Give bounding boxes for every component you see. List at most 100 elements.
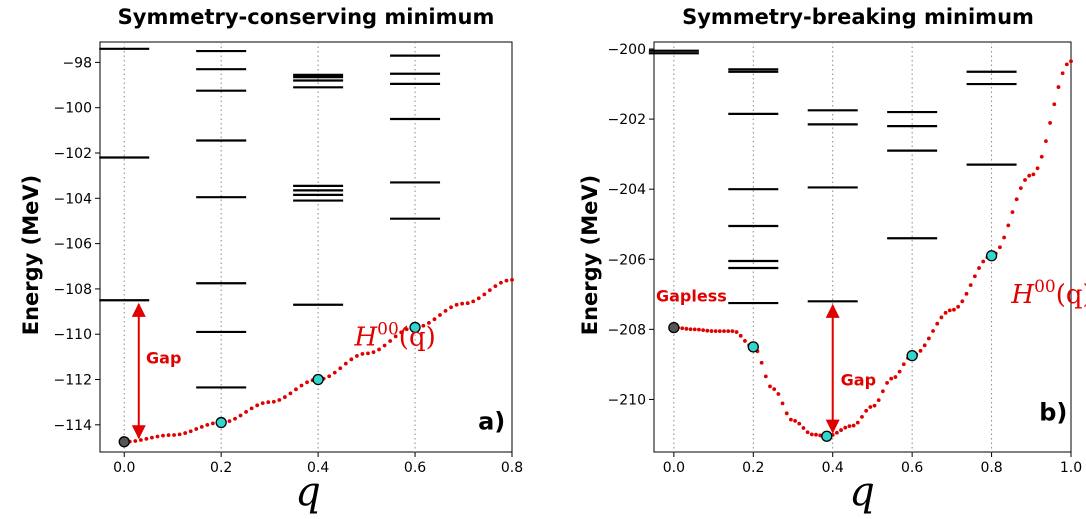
panel-b-curve-point: [855, 420, 860, 425]
panel-a-xtick-label: 0.2: [210, 460, 232, 476]
panel-a-curve-point: [454, 302, 459, 307]
panel-b-curve-point: [864, 408, 869, 413]
panel-b-hamiltonian-sup: 00: [1034, 277, 1056, 297]
panel-b-curve-point: [1035, 166, 1040, 171]
panel-b-ytick-label: −200: [608, 42, 646, 58]
panel-a-curve-point: [183, 431, 188, 435]
panel-a-curve-point: [371, 350, 376, 355]
panel-b-hamiltonian-base: H: [1010, 280, 1035, 310]
panel-b-curve-point: [680, 326, 685, 331]
panel-b-curve-point: [717, 329, 722, 334]
panel-b-ytick-label: −210: [608, 392, 646, 408]
panel-a-curve-point: [399, 330, 404, 335]
panel-b-curve-point: [697, 327, 701, 332]
panel-b-curve-point: [972, 274, 977, 279]
panel-b-curve-point: [1039, 154, 1044, 159]
panel-b-curve-point: [1060, 71, 1065, 76]
panel-b-curve-point: [860, 414, 864, 419]
panel-a-ytick-label: −112: [54, 373, 92, 389]
panel-a-curve-point: [338, 366, 343, 371]
panel-a-curve-point: [294, 387, 298, 392]
panel-a-curve-point: [244, 410, 249, 414]
panel-a-highlight-point: [312, 373, 324, 386]
panel-a-curve-point: [354, 354, 359, 358]
panel-b-curve-point: [688, 327, 693, 332]
panel-b-curve-point: [1006, 223, 1011, 228]
panel-a-highlight-point: [118, 436, 130, 448]
panel-a-title: Symmetry-conserving minimum: [118, 5, 495, 29]
panel-b-axes-frame: [653, 41, 1072, 453]
panel-b-curve-point: [998, 245, 1002, 250]
panel-a-curve-point: [288, 391, 293, 396]
panel-a-curve-point: [233, 416, 237, 421]
panel-b-curve-point: [1069, 59, 1073, 64]
panel-a-curve-point: [393, 334, 398, 339]
panel-b-curve-point: [1014, 197, 1019, 202]
panel-a-ytick-label: −114: [54, 418, 93, 434]
panel-a-curve-point: [177, 432, 182, 437]
panel-b-curve-point: [851, 423, 856, 428]
panel-b-curve-point: [893, 375, 898, 379]
panel-a-xtick-label: 0.8: [501, 460, 523, 476]
panel-a-ytick-label: −102: [54, 146, 92, 162]
panel-b-curve-point: [834, 430, 839, 435]
panel-a-ylabel: Energy (MeV): [19, 175, 43, 336]
panel-b-gapless-label: Gapless: [656, 286, 727, 305]
panel-b-curve-point: [968, 283, 973, 288]
panel-b-curve-point: [705, 328, 710, 333]
panel-b-curve-point: [1027, 173, 1032, 178]
panel-b-curve-point: [922, 343, 927, 348]
panel-a-ytick-label: −106: [54, 237, 93, 253]
panel-b-curve-point: [926, 336, 931, 341]
panel-a-xlabel: q: [295, 469, 321, 515]
panel-b-xtick-label: 0.2: [742, 460, 764, 476]
panel-b-curve-point: [939, 315, 944, 320]
panel-a-curve-point: [266, 400, 271, 405]
panel-b-curve-point: [772, 387, 777, 392]
panel-a-highlight-point: [215, 416, 227, 429]
panel-b-curve-point: [977, 266, 981, 270]
panel-a-gap-label: Gap: [146, 349, 181, 368]
panel-b-curve-point: [776, 392, 781, 396]
panel-a-axes-frame: [99, 41, 513, 453]
panel-a-curve-point: [482, 292, 487, 297]
panel-b-highlight-point: [747, 341, 759, 353]
panel-a-curve-point: [161, 433, 165, 438]
panel-b-curve-point: [880, 389, 885, 394]
panel-a-curve-point: [210, 421, 215, 426]
panel-a-curve-point: [299, 383, 304, 388]
panel-b-curve-point: [1002, 235, 1007, 240]
panel-a-highlight-point: [409, 321, 421, 334]
panel-b-curve-point: [809, 432, 814, 437]
panel-b-curve-point: [793, 418, 797, 423]
panel-b-curve-point: [947, 308, 952, 313]
panel-b-curve-point: [726, 329, 731, 334]
panel-a-curve-point: [438, 313, 442, 317]
panel-b-xtick-label: 0.0: [663, 460, 685, 476]
panel-b-curve-point: [981, 259, 986, 264]
panel-b-curve-point: [814, 432, 818, 437]
panel-b-curve-point: [692, 327, 697, 332]
panel-a-curve-point: [360, 352, 365, 356]
panel-a-curve-point: [343, 361, 348, 366]
panel-b-curve-point: [743, 339, 747, 343]
panel-a-curve-point: [460, 301, 465, 306]
panel-b-curve-point: [730, 329, 735, 334]
panel-b-curve-point: [935, 321, 940, 326]
panel-b-curve-point: [876, 398, 881, 402]
panel-a-ytick-label: −98: [62, 55, 92, 71]
panel-b-curve-point: [734, 330, 739, 334]
panel-a-curve-point: [166, 433, 171, 438]
panel-a-curve-point: [493, 284, 498, 289]
panel-a-curve-point: [443, 308, 448, 313]
panel-b-curve-point: [872, 403, 877, 408]
panel-b-curve-point: [763, 374, 768, 379]
panel-a-hamiltonian-arg: (q): [399, 323, 436, 353]
panel-b-highlight-point: [906, 349, 918, 362]
panel-b-ytick-label: −208: [608, 322, 646, 338]
panel-b-highlight-point: [985, 250, 998, 262]
panel-b-hamiltonian-arg: (q): [1056, 280, 1086, 310]
panel-a-curve-point: [327, 374, 332, 379]
panel-b-curve-point: [897, 369, 902, 374]
